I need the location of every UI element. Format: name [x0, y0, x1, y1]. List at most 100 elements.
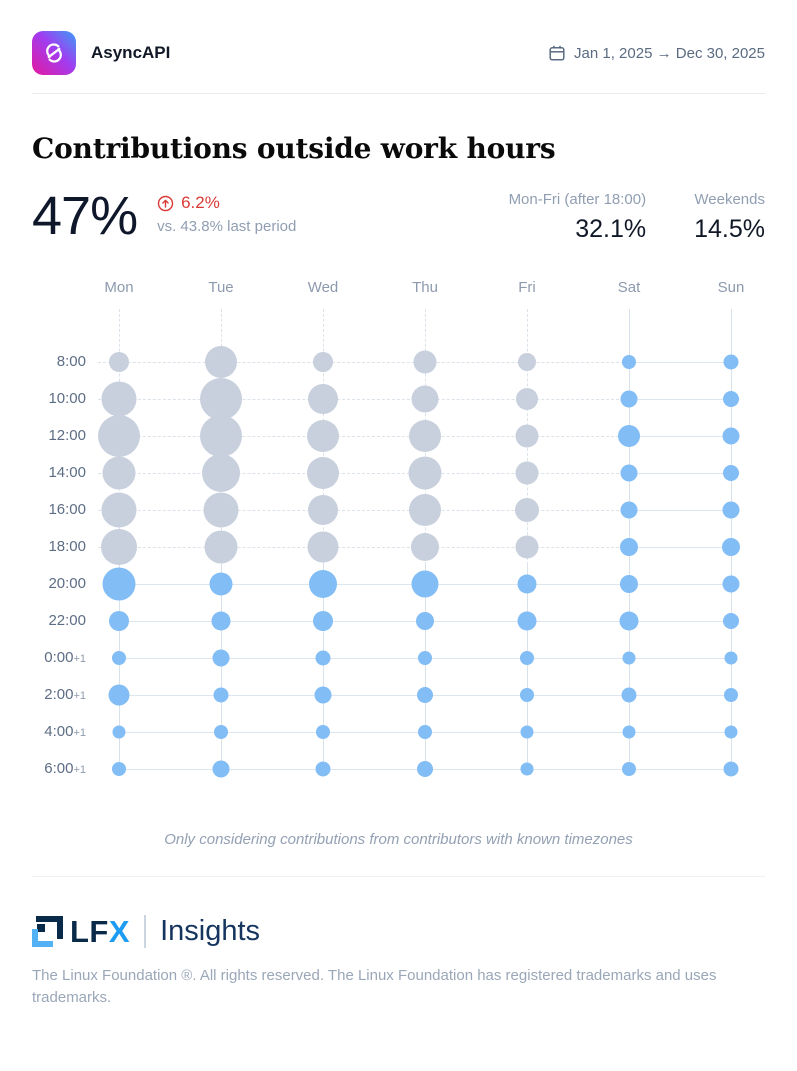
bubble-Wed-16:00 — [308, 495, 338, 525]
grid-line-vertical — [425, 565, 426, 769]
grid-line-vertical — [527, 565, 528, 769]
grid-line-horizontal — [98, 399, 629, 400]
row-label: 22:00 — [48, 612, 86, 629]
stat-label: Weekends — [694, 191, 765, 208]
bubble-Mon-22:00 — [109, 611, 129, 631]
breakdown-stats: Mon-Fri (after 18:00) 32.1% Weekends 14.… — [509, 191, 765, 244]
bubble-Fri-16:00 — [515, 498, 539, 522]
bubble-Thu-0:00+1 — [418, 651, 432, 665]
bubble-Tue-18:00 — [204, 530, 238, 564]
bubble-Thu-22:00 — [416, 612, 434, 630]
app-name: AsyncAPI — [91, 43, 171, 62]
bubble-Thu-2:00+1 — [417, 687, 433, 703]
bubble-Tue-14:00 — [202, 454, 240, 492]
bubble-Fri-12:00 — [515, 424, 539, 448]
column-header: Fri — [518, 279, 536, 296]
column-header: Thu — [412, 279, 438, 296]
bubble-Thu-12:00 — [409, 420, 441, 452]
date-range-label: Jan 1, 2025 → Dec 30, 2025 — [574, 44, 765, 62]
bubble-Tue-0:00+1 — [212, 649, 230, 667]
bubble-Sat-6:00+1 — [622, 762, 636, 776]
bubble-Mon-20:00 — [102, 567, 136, 601]
bubble-Thu-18:00 — [411, 533, 439, 561]
grid-line-horizontal — [98, 547, 629, 548]
bubble-Fri-22:00 — [517, 611, 537, 631]
bubble-Wed-2:00+1 — [314, 686, 332, 704]
bubble-Tue-8:00 — [205, 346, 237, 378]
punchcard-chart: Mon Tue Wed Thu Fri Sat Sun 8:00 10:00 12:00 14:00… — [32, 269, 765, 789]
bubble-Tue-2:00+1 — [213, 687, 229, 703]
delta-value: 6.2% — [181, 193, 220, 212]
bubble-Sat-10:00 — [620, 390, 638, 408]
bubble-Sun-6:00+1 — [723, 761, 739, 777]
brand-divider — [144, 915, 147, 948]
legal-text: The Linux Foundation ®. All rights reser… — [32, 967, 717, 1006]
bubble-Sat-22:00 — [619, 611, 639, 631]
bubble-Wed-20:00 — [309, 570, 337, 598]
grid-line-horizontal — [98, 510, 629, 511]
bubble-Tue-20:00 — [209, 572, 233, 596]
bubble-Wed-0:00+1 — [315, 650, 331, 666]
row-label: 6:00+1 — [44, 760, 86, 777]
bubble-Mon-16:00 — [101, 492, 137, 528]
grid-line-horizontal — [629, 510, 731, 511]
report-header: AsyncAPI Jan 1, 2025 → Dec 30, 2025 — [32, 0, 765, 94]
grid-line-horizontal — [98, 473, 629, 474]
date-range-picker[interactable]: Jan 1, 2025 → Dec 30, 2025 — [548, 44, 765, 62]
bubble-Sun-20:00 — [722, 575, 740, 593]
bubble-Tue-12:00 — [200, 415, 242, 457]
bubble-Fri-6:00+1 — [520, 762, 534, 776]
bubble-Wed-6:00+1 — [315, 761, 331, 777]
bubble-Sat-18:00 — [620, 538, 638, 556]
row-label: 12:00 — [48, 427, 86, 444]
bubble-Fri-14:00 — [515, 461, 539, 485]
bubble-Sun-12:00 — [722, 427, 740, 445]
grid-line-vertical — [119, 565, 120, 769]
bubble-Fri-10:00 — [516, 388, 538, 410]
bubble-Sat-12:00 — [618, 425, 640, 447]
stat-value: 32.1% — [575, 215, 647, 243]
bubble-Mon-10:00 — [101, 381, 137, 417]
bubble-Tue-4:00+1 — [214, 725, 228, 739]
chart-footnote: Only considering contributions from cont… — [164, 831, 633, 848]
bubble-Thu-8:00 — [413, 350, 437, 374]
stat-value: 14.5% — [694, 215, 765, 243]
bubble-Sun-4:00+1 — [724, 725, 738, 739]
bubble-Sun-16:00 — [722, 501, 740, 519]
bubble-Fri-18:00 — [515, 535, 539, 559]
bubble-Sat-20:00 — [620, 575, 638, 593]
main-percentage: 47% — [32, 186, 138, 246]
bubble-Mon-12:00 — [98, 415, 140, 457]
row-label: 10:00 — [48, 390, 86, 407]
bubble-Mon-6:00+1 — [112, 762, 126, 776]
bubble-Tue-6:00+1 — [212, 760, 230, 778]
bubble-Wed-14:00 — [307, 457, 339, 489]
bubble-Tue-10:00 — [200, 378, 242, 420]
bubble-Fri-2:00+1 — [520, 688, 534, 702]
bubble-Thu-20:00 — [411, 570, 439, 598]
bubble-Thu-10:00 — [411, 385, 439, 413]
asyncapi-logo-icon — [32, 31, 76, 75]
bubble-Fri-8:00 — [518, 353, 536, 371]
bubble-Sat-0:00+1 — [622, 651, 636, 665]
stat-weekends: Weekends 14.5% — [694, 191, 765, 244]
bubble-Sun-0:00+1 — [724, 651, 738, 665]
lfx-logo-icon — [32, 916, 63, 947]
column-header: Wed — [307, 279, 339, 296]
footer-brand: LFX Insights — [32, 915, 765, 948]
grid-line-horizontal — [629, 362, 731, 363]
bubble-Sat-2:00+1 — [621, 687, 637, 703]
delta-block: 6.2% vs. 43.8% last period — [157, 193, 296, 235]
stats-row: 47% 6.2% vs. 43.8% last period Mon-Fri (… — [32, 189, 765, 244]
bubble-Thu-4:00+1 — [418, 725, 432, 739]
bubble-Tue-22:00 — [211, 611, 231, 631]
bubble-Sat-16:00 — [620, 501, 638, 519]
grid-line-horizontal — [98, 436, 629, 437]
stat-weekday-evenings: Mon-Fri (after 18:00) 32.1% — [509, 191, 647, 244]
insights-wordmark: Insights — [160, 915, 261, 947]
divider — [32, 876, 765, 877]
bubble-Fri-0:00+1 — [520, 651, 534, 665]
bubble-Wed-12:00 — [307, 420, 339, 452]
grid-line-vertical — [221, 565, 222, 769]
